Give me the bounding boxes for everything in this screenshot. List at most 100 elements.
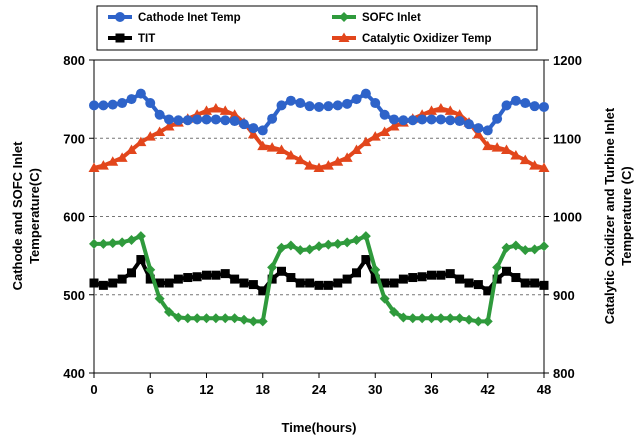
data-point xyxy=(369,131,381,141)
data-point xyxy=(116,152,128,162)
series-tit xyxy=(89,255,549,296)
data-point xyxy=(473,123,484,134)
data-point xyxy=(182,115,193,126)
data-point xyxy=(455,274,465,284)
legend-marker xyxy=(115,12,125,22)
data-point xyxy=(360,88,371,99)
data-point xyxy=(510,149,522,160)
data-point xyxy=(257,316,268,327)
legend-label: TIT xyxy=(138,33,155,45)
legend: Cathode Inet Temp SOFC Inlet TIT Catalytic … xyxy=(108,12,492,45)
data-point xyxy=(342,237,353,248)
y-axis-right-title-line2: Temperature (C) xyxy=(619,166,634,265)
data-point xyxy=(89,278,99,288)
data-point xyxy=(341,152,353,162)
data-point xyxy=(144,131,156,141)
data-point xyxy=(163,121,175,131)
data-point xyxy=(388,121,400,131)
data-point xyxy=(192,272,202,282)
data-point xyxy=(229,116,240,127)
data-point xyxy=(464,314,474,325)
data-point xyxy=(370,98,381,109)
data-point xyxy=(210,313,221,324)
data-point xyxy=(492,113,503,124)
data-point xyxy=(501,100,512,111)
data-point xyxy=(539,101,549,112)
data-point xyxy=(417,272,427,282)
data-point xyxy=(295,278,305,288)
data-point xyxy=(352,268,361,278)
data-point xyxy=(164,306,174,317)
data-point xyxy=(145,274,155,284)
data-point xyxy=(295,245,306,256)
data-point xyxy=(98,280,108,290)
data-point xyxy=(530,278,540,288)
data-point xyxy=(276,144,287,154)
x-tick-label: 6 xyxy=(147,382,154,397)
data-point xyxy=(276,100,287,111)
y-right-tick-label: 1000 xyxy=(553,210,582,225)
data-point xyxy=(454,109,466,119)
data-point xyxy=(510,240,521,251)
y-axis-left-title-line1: Cathode and SOFC Inlet xyxy=(10,141,25,290)
data-point xyxy=(239,314,249,325)
data-point xyxy=(107,99,118,110)
data-point xyxy=(248,123,259,134)
data-point xyxy=(247,128,259,139)
data-point xyxy=(314,101,324,112)
data-point xyxy=(491,142,503,152)
data-point xyxy=(183,273,193,283)
data-point xyxy=(472,128,484,139)
data-point xyxy=(380,278,390,288)
data-point xyxy=(108,278,118,288)
y-right-tick-label: 1100 xyxy=(553,131,581,146)
legend-label: SOFC Inlet xyxy=(362,12,421,24)
data-point xyxy=(502,266,511,276)
data-point xyxy=(135,136,147,147)
data-point xyxy=(97,160,109,170)
legend-marker xyxy=(338,32,350,42)
data-point xyxy=(398,274,408,284)
data-point xyxy=(482,316,493,327)
data-point xyxy=(88,162,100,172)
data-point xyxy=(529,160,541,170)
data-point xyxy=(248,316,259,327)
legend-box xyxy=(96,5,538,51)
y-axis-left-title-line2: Temperature(C) xyxy=(27,168,42,264)
y-axis-right-title-line1: Catalytic Oxidizer and Turbine Inlet xyxy=(602,107,617,324)
y-right-tick-label: 900 xyxy=(553,288,575,303)
data-point xyxy=(304,101,315,112)
data-point xyxy=(501,242,512,253)
data-point xyxy=(520,278,530,288)
x-tick-label: 42 xyxy=(481,382,495,397)
data-point xyxy=(173,115,184,126)
data-point xyxy=(145,98,156,109)
data-point xyxy=(126,94,137,105)
data-point xyxy=(407,115,418,126)
data-point xyxy=(454,116,465,127)
data-point xyxy=(201,313,212,324)
data-point xyxy=(483,286,493,296)
data-point xyxy=(445,313,456,324)
data-point xyxy=(276,242,287,253)
data-point xyxy=(501,144,512,154)
data-point xyxy=(473,316,484,327)
data-point xyxy=(286,273,296,283)
data-point xyxy=(89,100,99,111)
y-right-tick-label: 1200 xyxy=(553,53,582,68)
data-point xyxy=(98,100,109,111)
data-point xyxy=(219,105,231,115)
data-point xyxy=(192,313,203,324)
gridlines xyxy=(94,137,544,296)
data-point xyxy=(445,269,455,279)
data-point xyxy=(258,286,268,296)
data-point xyxy=(417,313,428,324)
data-point xyxy=(117,98,128,109)
data-point xyxy=(267,113,278,124)
data-point xyxy=(277,266,286,276)
data-point xyxy=(435,103,447,113)
data-point xyxy=(510,95,521,106)
data-point xyxy=(229,109,241,119)
x-tick-label: 12 xyxy=(199,382,213,397)
data-point xyxy=(201,105,212,115)
